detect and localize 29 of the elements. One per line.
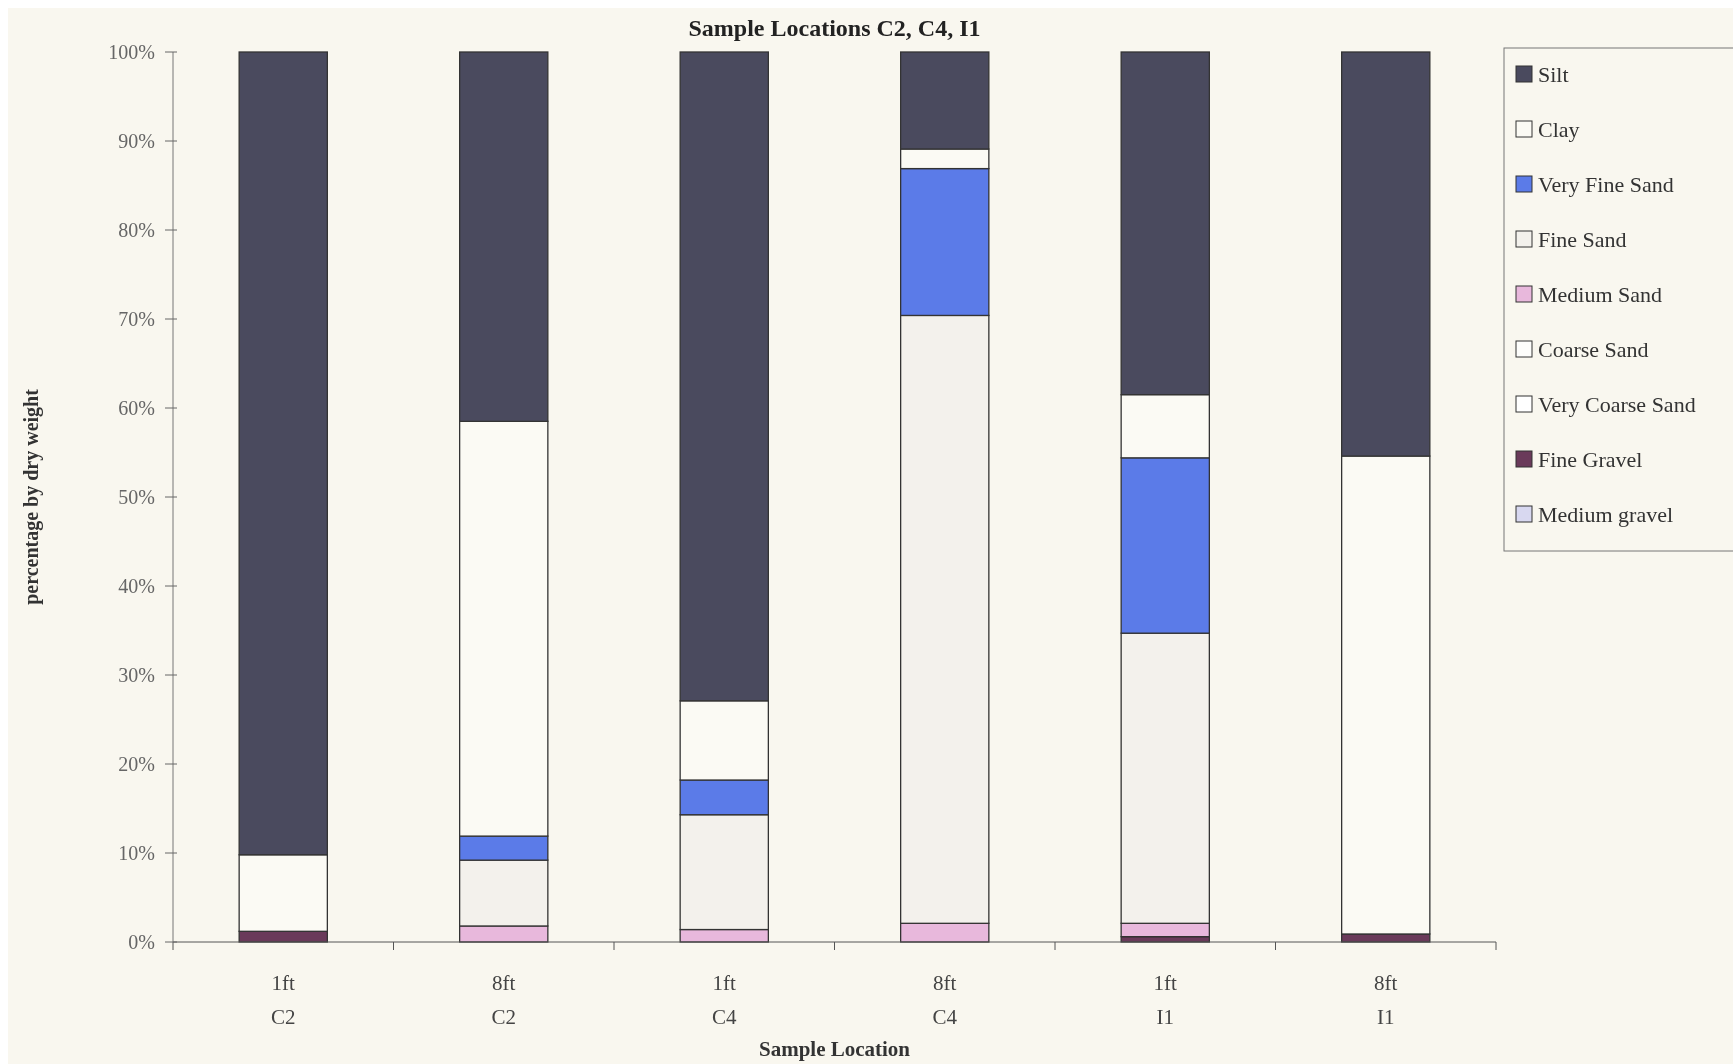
legend-label: Fine Sand bbox=[1538, 226, 1627, 252]
legend-label: Coarse Sand bbox=[1538, 336, 1649, 362]
x-tick-label: 1ft C2 bbox=[270, 971, 296, 1029]
y-tick-label: 40% bbox=[118, 575, 155, 597]
legend-label: Fine Gravel bbox=[1538, 446, 1643, 472]
x-tick-label: 8ft I1 bbox=[1374, 971, 1398, 1029]
y-tick-label: 90% bbox=[118, 130, 155, 152]
x-axis-title: Sample Location bbox=[758, 1037, 911, 1061]
legend-label: Very Coarse Sand bbox=[1538, 391, 1696, 417]
y-tick-label: 0% bbox=[128, 931, 155, 953]
y-tick-label: 70% bbox=[118, 308, 155, 330]
y-tick-label: 20% bbox=[118, 753, 155, 775]
y-tick-label: 50% bbox=[118, 486, 155, 508]
legend-label: Medium Sand bbox=[1538, 281, 1663, 307]
legend-label: Silt bbox=[1538, 61, 1569, 87]
legend-label: Clay bbox=[1538, 116, 1580, 142]
y-tick-label: 100% bbox=[108, 41, 155, 63]
y-tick-label: 30% bbox=[118, 664, 155, 686]
x-tick-label: 8ft C4 bbox=[932, 971, 958, 1029]
y-tick-label: 80% bbox=[118, 219, 155, 241]
legend-label: Very Fine Sand bbox=[1538, 171, 1674, 197]
y-tick-label: 60% bbox=[118, 397, 155, 419]
y-axis-title: percentage by dry weight bbox=[20, 388, 43, 605]
chart-title: Sample Locations C2, C4, I1 bbox=[688, 15, 981, 41]
x-tick-label: 1ft I1 bbox=[1153, 971, 1178, 1029]
legend-label: Medium gravel bbox=[1538, 501, 1674, 527]
y-tick-label: 10% bbox=[118, 842, 155, 864]
x-tick-label: 1ft C4 bbox=[711, 971, 737, 1029]
x-tick-label: 8ft C2 bbox=[491, 971, 517, 1029]
